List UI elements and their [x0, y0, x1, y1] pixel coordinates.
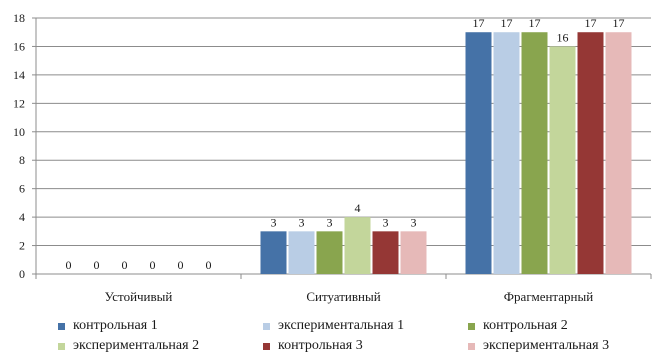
data-label: 3: [271, 215, 277, 229]
legend-swatch: [263, 322, 270, 330]
y-tick-label: 12: [13, 96, 25, 110]
data-label: 17: [529, 16, 541, 30]
y-tick-label: 2: [19, 239, 25, 253]
bar: [316, 231, 343, 274]
data-label: 0: [66, 258, 72, 272]
x-tick-label: Ситуативный: [306, 289, 380, 304]
y-tick-label: 8: [19, 153, 25, 167]
data-label: 17: [501, 16, 513, 30]
data-label: 17: [473, 16, 485, 30]
bar: [465, 32, 492, 274]
bars: [260, 32, 632, 274]
legend-swatch: [58, 342, 65, 350]
legend-swatch: [468, 322, 475, 330]
legend-label: экспериментальная 3: [483, 338, 610, 353]
legend-label: контрольная 2: [483, 318, 568, 333]
legend: контрольная 1 экспериментальная 1 контроль…: [58, 318, 648, 354]
legend-swatch: [263, 342, 270, 350]
y-tick-label: 14: [13, 68, 25, 82]
data-label: 3: [411, 215, 417, 229]
data-label: 17: [585, 16, 597, 30]
y-tick-label: 16: [13, 39, 25, 53]
legend-item: экспериментальная 2: [58, 338, 263, 354]
data-label: 17: [613, 16, 625, 30]
legend-label: контрольная 1: [73, 318, 158, 333]
legend-swatch: [468, 342, 475, 350]
y-tick-label: 0: [19, 267, 25, 281]
bar: [493, 32, 520, 274]
x-tick-label: Устойчивый: [105, 289, 173, 304]
data-label: 3: [383, 215, 389, 229]
data-label: 0: [178, 258, 184, 272]
data-label: 4: [355, 201, 361, 215]
bar: [521, 32, 548, 274]
legend-label: экспериментальная 1: [278, 318, 405, 333]
legend-item: экспериментальная 3: [468, 338, 648, 354]
bar: [577, 32, 604, 274]
legend-item: контрольная 1: [58, 318, 263, 334]
legend-item: контрольная 2: [468, 318, 648, 334]
data-label: 0: [122, 258, 128, 272]
bar: [372, 231, 399, 274]
bar: [344, 217, 371, 274]
data-labels: 0 0 0 0 0 0 3 3 3 4 3 3 17 17 17 16 17 17: [66, 16, 625, 272]
data-label: 0: [206, 258, 212, 272]
bar: [400, 231, 427, 274]
y-tick-label: 10: [13, 125, 25, 139]
y-tick-label: 4: [19, 210, 25, 224]
x-tick-label: Фрагментарный: [504, 289, 593, 304]
legend-swatch: [58, 322, 65, 330]
y-tick-label: 18: [13, 11, 25, 25]
bar: [605, 32, 632, 274]
bar: [260, 231, 287, 274]
legend-label: экспериментальная 2: [73, 338, 200, 353]
bar: [549, 46, 576, 274]
data-label: 0: [94, 258, 100, 272]
data-label: 3: [299, 215, 305, 229]
data-label: 0: [150, 258, 156, 272]
bar: [288, 231, 315, 274]
legend-item: контрольная 3: [263, 338, 468, 354]
gridlines: [36, 17, 651, 247]
legend-label: контрольная 3: [278, 338, 363, 353]
data-label: 16: [557, 30, 569, 44]
legend-item: экспериментальная 1: [263, 318, 468, 334]
data-label: 3: [327, 215, 333, 229]
y-tick-label: 6: [19, 182, 25, 196]
axes: 0 2 4 6 8 10 12 14 16 18 Устойчивый Ситуативный Фраг…: [13, 11, 652, 304]
